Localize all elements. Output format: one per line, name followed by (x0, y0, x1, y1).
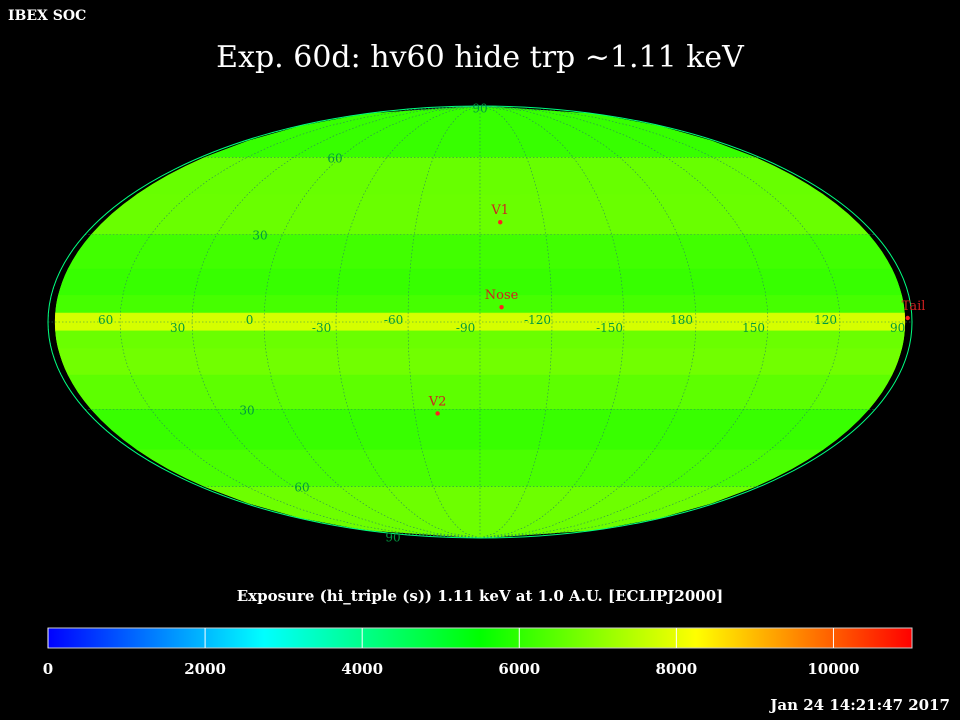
longitude-label: 0 (246, 313, 254, 327)
meridian-line (479, 106, 697, 538)
longitude-label: -90 (456, 321, 475, 335)
longitude-label: 150 (742, 321, 765, 335)
source-label: IBEX SOC (8, 8, 87, 24)
meridian-line (191, 106, 481, 538)
colorbar-tick-label: 10000 (807, 660, 859, 678)
map-border (47, 105, 913, 539)
meridian-line (479, 106, 625, 538)
timestamp: Jan 24 14:21:47 2017 (770, 696, 950, 714)
meridian-line (479, 106, 841, 538)
latitude-label: 30 (252, 229, 267, 243)
latitude-labels: 90 60 30 30 60 90 (239, 101, 487, 544)
point-label-tail: Tail (902, 299, 926, 314)
longitude-label: 180 (670, 313, 693, 327)
longitude-labels: 60 30 0 -30 -60 -90 -120 -150 180 150 120 90 (98, 313, 905, 335)
reference-points: V1 Nose V2 Tail (428, 203, 926, 416)
longitude-label: 60 (98, 313, 113, 327)
longitude-label: -120 (524, 313, 551, 327)
point-label-v1: V1 (490, 203, 509, 218)
meridian-line (479, 106, 769, 538)
meridian-line (335, 106, 481, 538)
longitude-label: -150 (596, 321, 623, 335)
colorbar-tick-label: 8000 (655, 660, 697, 678)
meridian-line (119, 106, 481, 538)
colorbar-gradient (47, 627, 913, 649)
colorbar-tick-label: 2000 (184, 660, 226, 678)
longitude-label: 120 (814, 313, 837, 327)
latitude-label: 30 (239, 403, 254, 417)
point-marker-v1 (498, 220, 503, 225)
point-marker-nose (499, 305, 504, 310)
latitude-label: 60 (294, 481, 309, 495)
latitude-label: 90 (472, 101, 487, 115)
colorbar-tick-label: 0 (43, 660, 53, 678)
meridian-line (263, 106, 481, 538)
point-label-nose: Nose (485, 288, 519, 303)
latitude-label: 60 (327, 151, 342, 165)
exposure-cells (54, 106, 906, 538)
longitude-label: 30 (170, 321, 185, 335)
longitude-label: -30 (312, 321, 331, 335)
longitude-label: 90 (890, 321, 905, 335)
point-marker-tail (905, 315, 910, 321)
colorbar-tick-label: 4000 (341, 660, 383, 678)
latitude-label: 90 (385, 531, 400, 545)
point-marker-v2 (435, 411, 440, 416)
chart-title: Exp. 60d: hv60 hide trp ~1.11 keV (216, 40, 744, 75)
colorbar-title: Exposure (hi_triple (s)) 1.11 keV at 1.0… (236, 587, 724, 605)
colorbar-ticks: 0 2000 4000 6000 8000 10000 (43, 628, 860, 678)
colorbar-tick-label: 6000 (498, 660, 540, 678)
point-label-v2: V2 (428, 394, 447, 409)
longitude-label: -60 (384, 313, 403, 327)
